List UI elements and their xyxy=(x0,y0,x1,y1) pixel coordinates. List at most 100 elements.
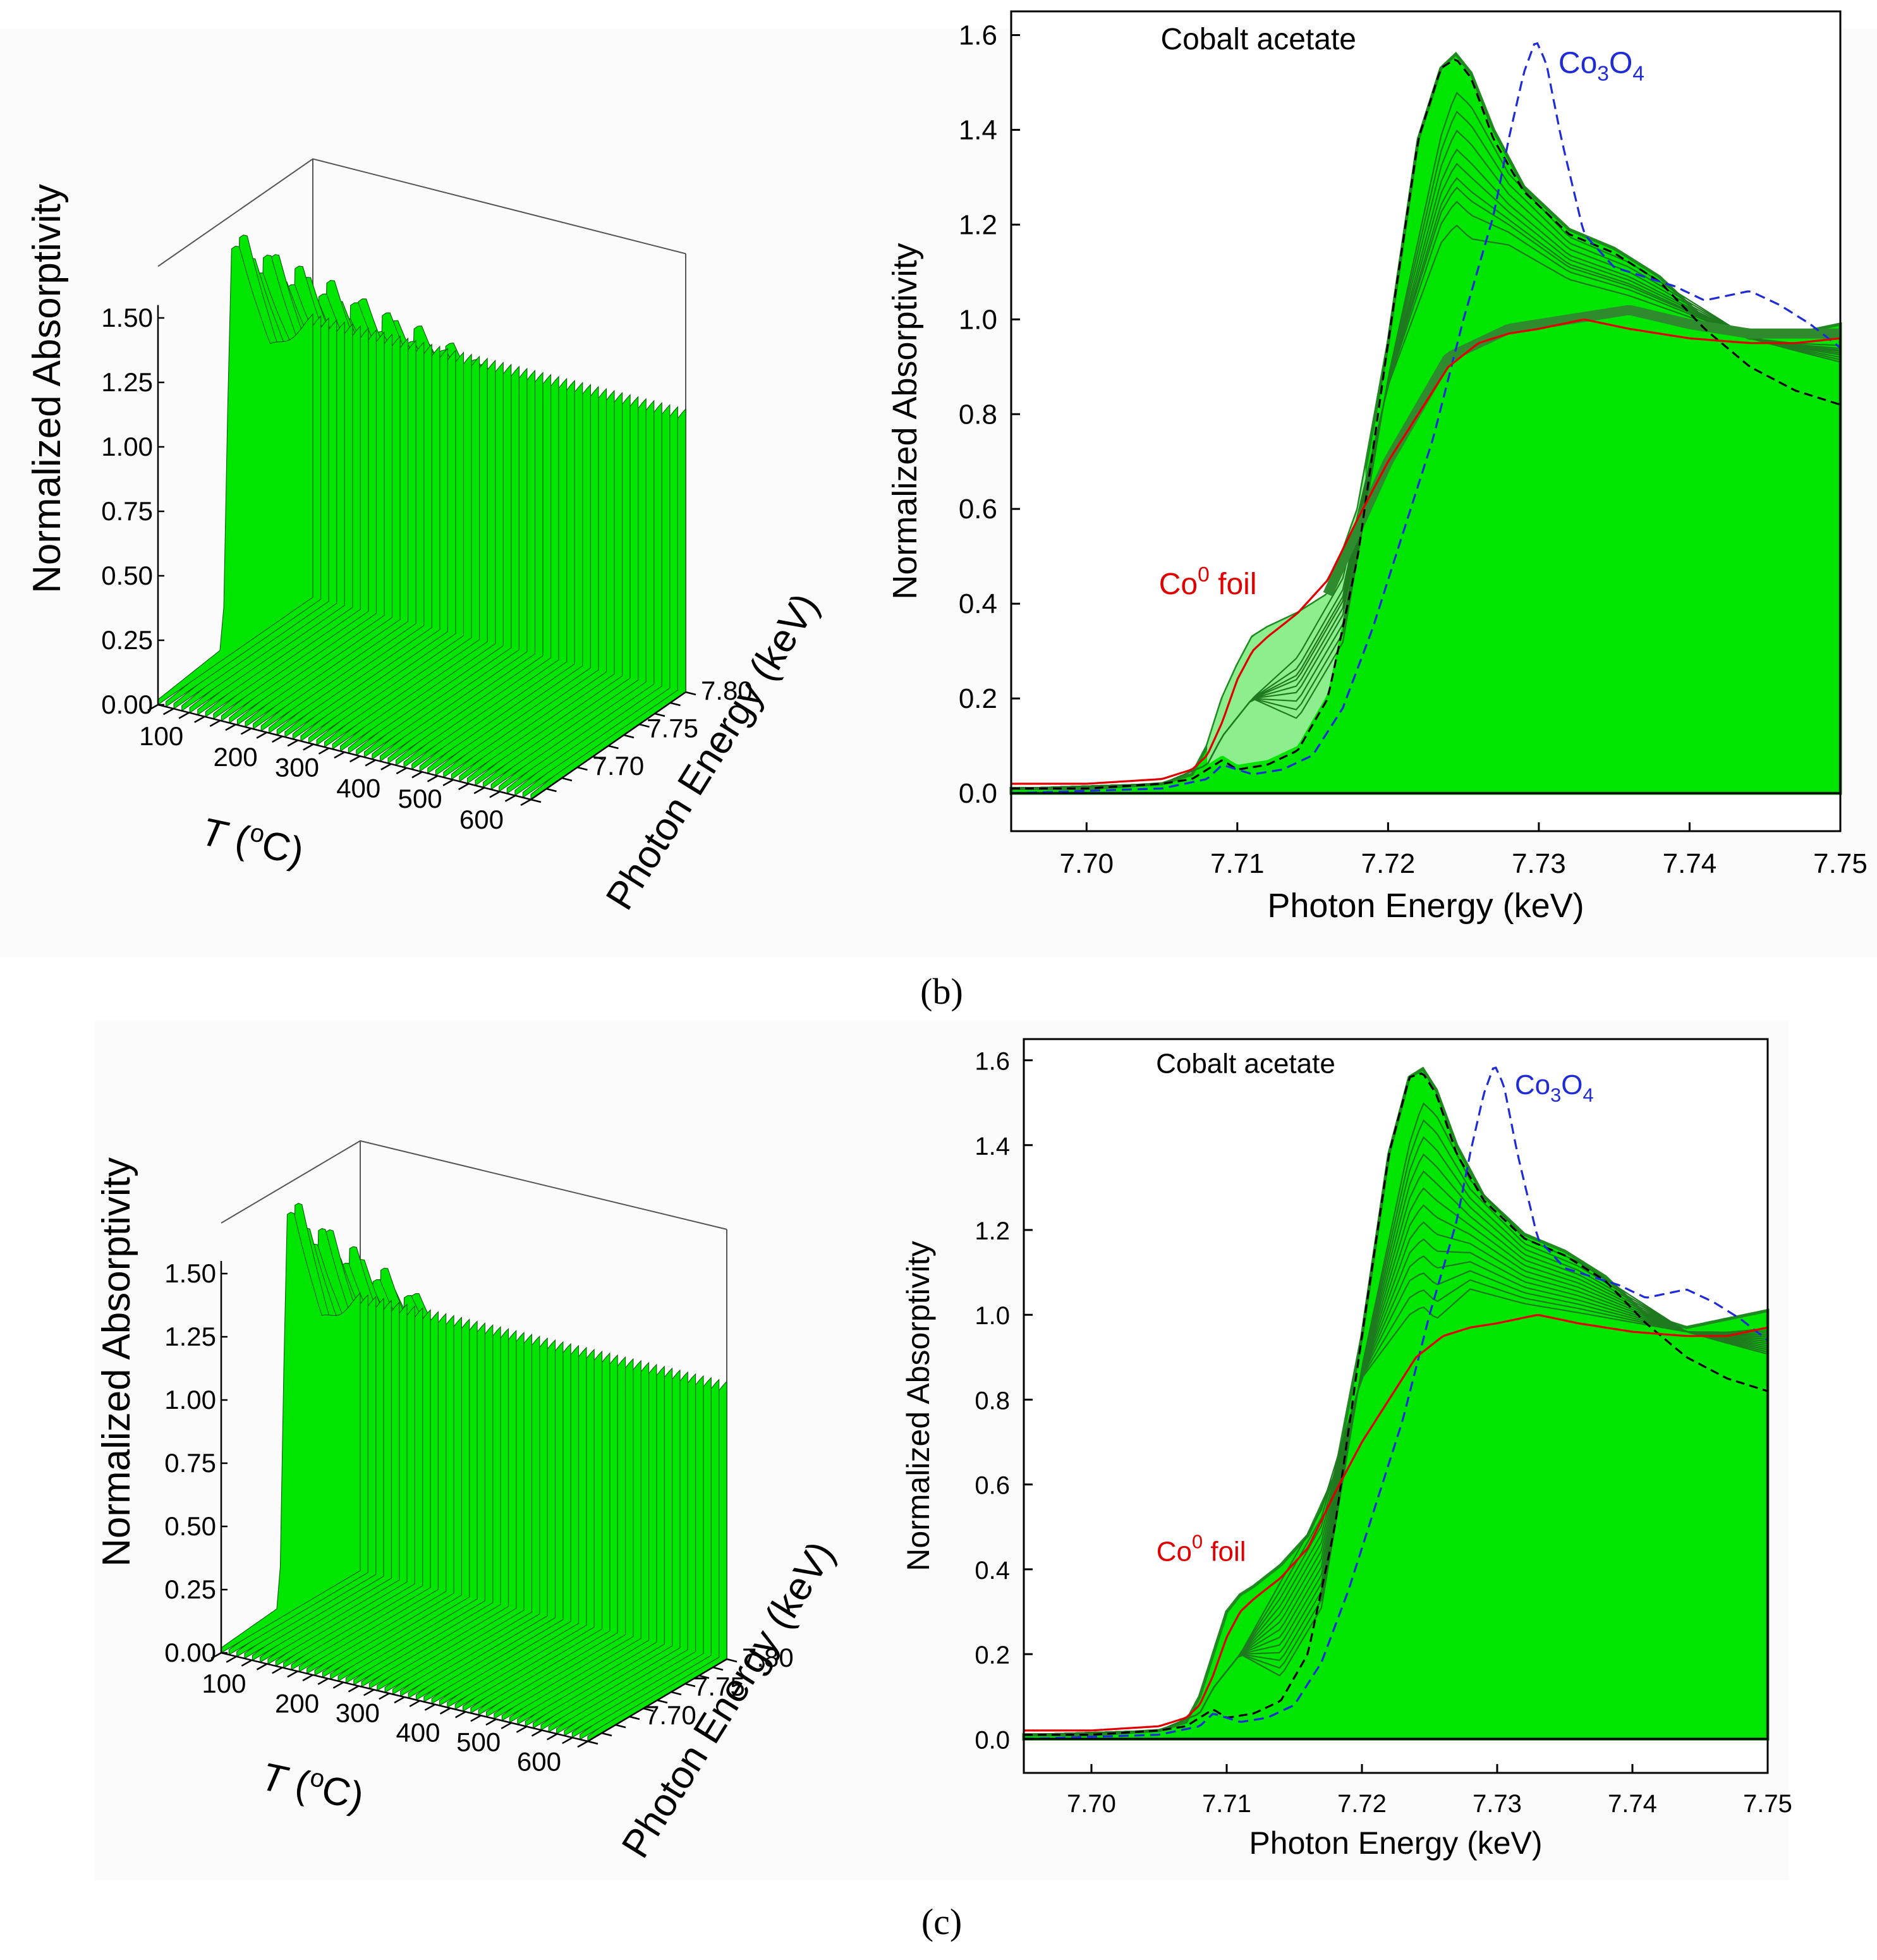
y-tick-label: 0.2 xyxy=(975,1641,1010,1669)
energy-tick xyxy=(670,702,681,707)
co3o4-part: 3 xyxy=(1550,1084,1561,1106)
z-tick-label: 0.00 xyxy=(164,1638,216,1667)
co-foil-part: Co xyxy=(1159,568,1198,601)
z-tick-label: 1.50 xyxy=(101,303,153,332)
energy-tick xyxy=(684,1683,696,1688)
series-line-co0-foil xyxy=(1024,1313,1768,1732)
t-minor-tick xyxy=(302,1674,313,1682)
t-minor-tick xyxy=(303,743,314,751)
energy-tick-label: 7.70 xyxy=(645,1700,696,1730)
co3o4-part: Co xyxy=(1558,46,1597,80)
y-tick-label: 1.2 xyxy=(975,1217,1010,1245)
t-minor-tick xyxy=(409,1700,420,1707)
x-tick-label: 7.70 xyxy=(1059,848,1114,879)
t-minor-tick xyxy=(287,740,298,747)
z-tick-label: 0.25 xyxy=(164,1574,216,1604)
t-tick-label: 500 xyxy=(398,784,442,813)
x-axis-label: Photon Energy (keV) xyxy=(1267,887,1584,925)
z-tick-label: 1.00 xyxy=(101,432,153,461)
t-minor-tick xyxy=(256,1663,268,1671)
t-minor-tick xyxy=(562,1737,573,1744)
x-tick-label: 7.75 xyxy=(1813,848,1868,879)
y-tick-label: 0.8 xyxy=(959,399,997,430)
intermediate-spectrum xyxy=(1011,92,1841,789)
t-minor-tick xyxy=(178,712,190,719)
z-tick-label: 0.75 xyxy=(101,496,153,526)
t-minor-tick xyxy=(501,1722,512,1729)
co-foil-part: Co xyxy=(1157,1536,1192,1567)
y-tick-label: 0.2 xyxy=(959,683,997,714)
energy-tick xyxy=(726,1658,738,1663)
panel-c-caption: (c) xyxy=(921,1901,962,1942)
t-minor-tick xyxy=(458,782,470,791)
annotation-co3o4: Co3O4 xyxy=(1558,46,1644,85)
y-axis-label: Normalized Absorptivity xyxy=(901,1241,936,1571)
y-tick-label: 0.4 xyxy=(975,1557,1010,1585)
energy-tick xyxy=(623,734,635,739)
waterfall-spectrum xyxy=(221,1212,361,1653)
annotation-cobalt-acetate: Cobalt acetate xyxy=(1160,23,1356,56)
t-tick-label: 400 xyxy=(336,773,380,803)
energy-tick xyxy=(608,745,619,750)
y-tick-label: 0.8 xyxy=(975,1387,1010,1415)
t-tick-label: 600 xyxy=(517,1747,561,1777)
annotation-co3o4: Co3O4 xyxy=(1515,1069,1594,1106)
energy-tick-label: 7.80 xyxy=(701,676,753,705)
y-tick-label: 1.4 xyxy=(959,114,997,145)
t-minor-tick xyxy=(577,1740,588,1748)
xanes-chart-c: 0.0 0.2 0.4 0.6 0.8 1.0 1.2 1.4 1.6 7.70 7.71 7.72 7… xyxy=(901,1038,1792,1861)
energy-tick-label: 7.80 xyxy=(742,1643,794,1672)
x-tick-label: 7.74 xyxy=(1608,1790,1657,1818)
t-minor-tick xyxy=(427,775,439,782)
panel-b-caption: (b) xyxy=(920,971,963,1012)
energy-tick-label: 7.70 xyxy=(593,751,645,781)
y-tick-label: 0.4 xyxy=(959,588,997,619)
t-minor-tick xyxy=(365,759,376,767)
t-minor-tick xyxy=(349,755,361,763)
t-minor-tick xyxy=(226,1655,237,1663)
t-tick-label: 200 xyxy=(275,1688,319,1718)
x-tick-label: 7.75 xyxy=(1743,1790,1792,1818)
intermediate-spectrum xyxy=(1023,1102,1768,1736)
t-tick-label: 300 xyxy=(275,753,319,782)
y-axis-label: Normalized Absorptivity xyxy=(886,243,924,599)
t-minor-tick xyxy=(348,1685,360,1693)
t-minor-tick xyxy=(442,779,454,786)
t-minor-tick xyxy=(272,1667,283,1674)
t-minor-tick xyxy=(439,1707,451,1715)
t-minor-tick xyxy=(287,1671,298,1678)
x-tick-label: 7.70 xyxy=(1067,1790,1116,1818)
energy-tick xyxy=(615,1724,626,1729)
y-tick-label: 0.6 xyxy=(959,494,997,525)
y-tick-label: 1.2 xyxy=(959,209,997,240)
t-tick-label: 100 xyxy=(202,1669,246,1698)
co-foil-part: foil xyxy=(1203,1536,1246,1567)
energy-tick xyxy=(698,1674,710,1679)
energy-tick xyxy=(629,1715,640,1720)
t-tick-label: 600 xyxy=(459,805,504,834)
z-tick-label: 0.75 xyxy=(164,1448,216,1478)
t-minor-tick xyxy=(332,1681,344,1689)
t-minor-tick xyxy=(363,1689,375,1696)
t-minor-tick xyxy=(194,715,205,723)
co3o4-part: 4 xyxy=(1582,1084,1593,1106)
energy-tick xyxy=(671,1691,682,1696)
energy-tick xyxy=(685,691,696,696)
z-tick-label: 1.25 xyxy=(164,1322,216,1351)
x-tick-label: 7.74 xyxy=(1663,848,1717,879)
t-tick-label: 100 xyxy=(139,721,183,751)
y-tick-label: 0.0 xyxy=(959,778,997,809)
series-line-co3o4 xyxy=(1023,1066,1768,1740)
waterfall-z-label: Normalized Absorptivity xyxy=(25,184,69,593)
t-minor-tick xyxy=(547,1733,558,1741)
z-tick-label: 0.50 xyxy=(101,561,153,590)
x-tick-label: 7.73 xyxy=(1473,1790,1522,1818)
energy-tick-label: 7.75 xyxy=(693,1672,745,1701)
co-foil-part: 0 xyxy=(1198,563,1210,587)
energy-tick xyxy=(546,788,557,793)
t-minor-tick xyxy=(489,791,501,798)
t-minor-tick xyxy=(531,1729,543,1737)
series-line-co0-foil xyxy=(1011,319,1841,785)
y-tick-label: 0.6 xyxy=(975,1472,1010,1500)
